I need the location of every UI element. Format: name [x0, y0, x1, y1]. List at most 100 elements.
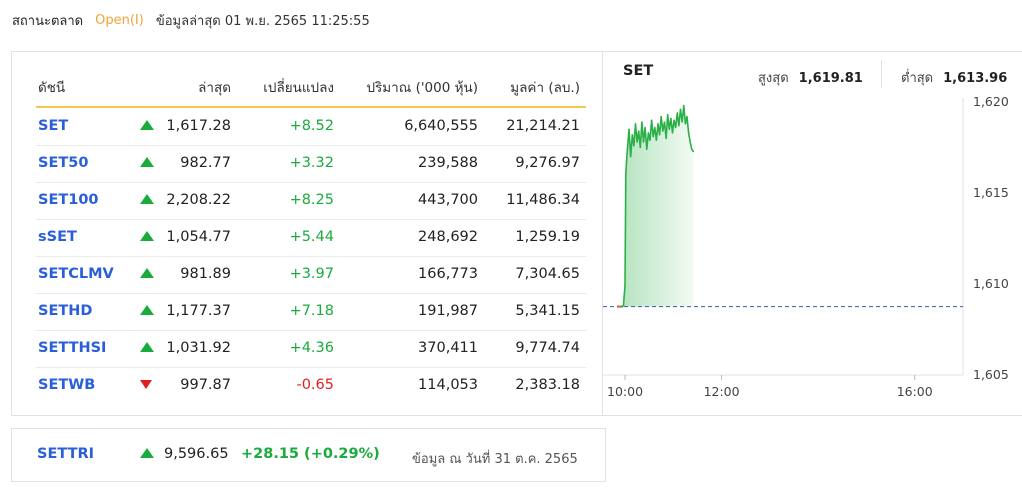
price-point: [679, 108, 682, 111]
table-row[interactable]: SETHD 1,177.37 +7.18 191,987 5,341.15: [36, 294, 586, 331]
down-arrow-icon: [140, 380, 152, 389]
price-point: [678, 124, 680, 127]
x-tick-label: 16:00: [897, 384, 933, 399]
price-point: [637, 130, 640, 132]
price-point: [689, 141, 691, 143]
price-point: [642, 141, 645, 143]
market-state-badge: Open(I): [95, 13, 144, 28]
table-row[interactable]: SET 1,617.28 +8.52 6,640,555 21,214.21: [36, 109, 586, 146]
intraday-chart: 1,620 1,615 1,610 1,605 10:00 12:00 16:00: [603, 94, 1009, 399]
price-point: [652, 135, 654, 138]
price-point: [634, 123, 637, 125]
y-tick-label: 1,610: [973, 276, 1009, 291]
table-row[interactable]: SETTHSI 1,031.92 +4.36 370,411 9,774.74: [36, 331, 586, 368]
price-point: [624, 285, 626, 287]
price-point: [657, 123, 659, 125]
volume-value: 191,987: [418, 303, 478, 319]
up-arrow-icon: [140, 305, 154, 315]
index-chart-card: SET สูงสุด 1,619.81 ต่ำสุด 1,613.96 1,620 1…: [603, 51, 1022, 416]
x-tick-label: 10:00: [607, 384, 643, 399]
price-point: [647, 132, 650, 134]
trade-value: 5,341.15: [515, 303, 580, 319]
volume-value: 114,053: [418, 377, 478, 393]
day-high-value: 1,619.81: [798, 71, 863, 86]
price-point: [654, 126, 656, 129]
table-row[interactable]: sSET 1,054.77 +5.44 248,692 1,259.19: [36, 220, 586, 257]
table-header: ดัชนี ล่าสุด เปลี่ยนแปลง ปริมาณ ('000 หุ…: [36, 74, 586, 108]
trade-value: 1,259.19: [515, 229, 580, 245]
index-name[interactable]: SET100: [38, 192, 99, 208]
index-name[interactable]: SETCLMV: [38, 266, 114, 282]
price-point: [636, 141, 638, 143]
last-value: 982.77: [180, 155, 231, 171]
price-point: [644, 126, 646, 129]
last-updated-text: ข้อมูลล่าสุด 01 พ.ย. 2565 11:25:55: [155, 14, 370, 29]
settri-name[interactable]: SETTRI: [37, 446, 95, 462]
price-point: [633, 144, 635, 147]
last-value: 1,031.92: [166, 340, 231, 356]
price-point: [683, 104, 685, 107]
price-point: [666, 113, 669, 116]
day-high: สูงสุด 1,619.81: [758, 67, 863, 88]
index-name[interactable]: SET50: [38, 155, 89, 171]
price-point: [625, 159, 628, 161]
volume-value: 248,692: [418, 229, 478, 245]
price-point: [655, 139, 658, 141]
header-value: มูลค่า (ลบ.): [510, 80, 580, 96]
price-point: [674, 126, 677, 129]
table-row[interactable]: SET100 2,208.22 +8.25 443,700 11,486.34: [36, 183, 586, 220]
price-point: [681, 121, 683, 123]
price-point: [662, 130, 664, 132]
y-tick-label: 1,615: [973, 185, 1009, 200]
volume-value: 443,700: [418, 192, 478, 208]
price-point: [673, 119, 675, 121]
day-high-label: สูงสุด: [758, 71, 789, 86]
table-row[interactable]: SETWB 997.87 -0.65 114,053 2,383.18: [36, 368, 586, 405]
index-name[interactable]: SETTHSI: [38, 340, 107, 356]
price-point: [686, 115, 688, 118]
price-point: [639, 146, 642, 149]
price-point: [684, 123, 687, 125]
price-point: [663, 121, 666, 123]
index-name[interactable]: SETWB: [38, 377, 96, 393]
trade-value: 9,276.97: [515, 155, 580, 171]
y-tick-label: 1,620: [973, 94, 1009, 109]
settri-change: +28.15 (+0.29%): [241, 446, 380, 462]
price-point: [622, 305, 625, 307]
header-last: ล่าสุด: [198, 80, 231, 96]
price-area-fill: [621, 105, 694, 307]
change-value: +3.32: [289, 155, 334, 171]
volume-value: 6,640,555: [404, 118, 478, 134]
change-value: +8.52: [289, 118, 334, 134]
index-name[interactable]: SET: [38, 118, 69, 134]
up-arrow-icon: [140, 268, 154, 278]
up-arrow-icon: [140, 120, 154, 130]
price-point: [620, 305, 622, 308]
change-value: +7.18: [289, 303, 334, 319]
up-arrow-icon: [140, 231, 154, 241]
header-index: ดัชนี: [38, 80, 66, 96]
price-point: [629, 155, 632, 158]
last-value: 1,177.37: [166, 303, 231, 319]
price-point: [660, 115, 662, 118]
last-value: 1,054.77: [166, 229, 231, 245]
market-status-label: สถานะตลาด: [12, 14, 84, 29]
last-value: 981.89: [180, 266, 231, 282]
change-value: -0.65: [296, 377, 334, 393]
settri-card: SETTRI 9,596.65 +28.15 (+0.29%) ข้อมูล ณ…: [11, 428, 606, 482]
index-name[interactable]: SETHD: [38, 303, 93, 319]
volume-value: 239,588: [418, 155, 478, 171]
day-low-label: ต่ำสุด: [901, 71, 934, 86]
price-point: [628, 128, 630, 131]
price-point: [668, 128, 671, 131]
chart-title: SET: [623, 63, 654, 79]
table-row[interactable]: SET50 982.77 +3.32 239,588 9,276.97: [36, 146, 586, 183]
trade-value: 21,214.21: [506, 118, 580, 134]
up-arrow-icon: [140, 448, 154, 458]
price-point: [625, 174, 627, 176]
table-row[interactable]: SETCLMV 981.89 +3.97 166,773 7,304.65: [36, 257, 586, 294]
index-name[interactable]: sSET: [38, 229, 77, 245]
settri-last: 9,596.65: [164, 446, 229, 462]
up-arrow-icon: [140, 194, 154, 204]
price-point: [676, 112, 679, 114]
